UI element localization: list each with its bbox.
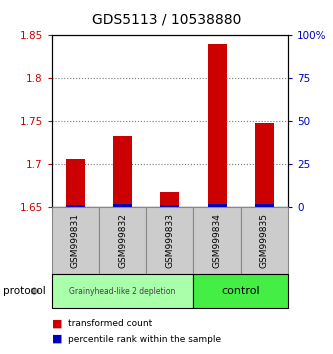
Text: ■: ■ — [52, 319, 62, 329]
Bar — [113, 204, 132, 207]
Text: GDS5113 / 10538880: GDS5113 / 10538880 — [92, 12, 241, 27]
Text: ■: ■ — [52, 334, 62, 344]
Bar — [66, 159, 85, 207]
Text: protocol: protocol — [3, 286, 46, 296]
Text: GSM999831: GSM999831 — [71, 213, 80, 268]
Bar — [161, 205, 179, 207]
Text: GSM999832: GSM999832 — [118, 213, 127, 268]
Bar — [255, 123, 274, 207]
Text: Grainyhead-like 2 depletion: Grainyhead-like 2 depletion — [69, 287, 176, 296]
Bar — [113, 136, 132, 207]
Bar — [208, 44, 226, 207]
Bar — [66, 205, 85, 207]
Text: GSM999833: GSM999833 — [165, 213, 174, 268]
Text: GSM999834: GSM999834 — [212, 213, 222, 268]
Text: percentile rank within the sample: percentile rank within the sample — [68, 335, 221, 344]
Text: GSM999835: GSM999835 — [260, 213, 269, 268]
Bar — [208, 204, 226, 207]
Text: transformed count: transformed count — [68, 319, 153, 329]
Text: control: control — [221, 286, 260, 296]
Bar — [161, 192, 179, 207]
Bar — [255, 204, 274, 207]
